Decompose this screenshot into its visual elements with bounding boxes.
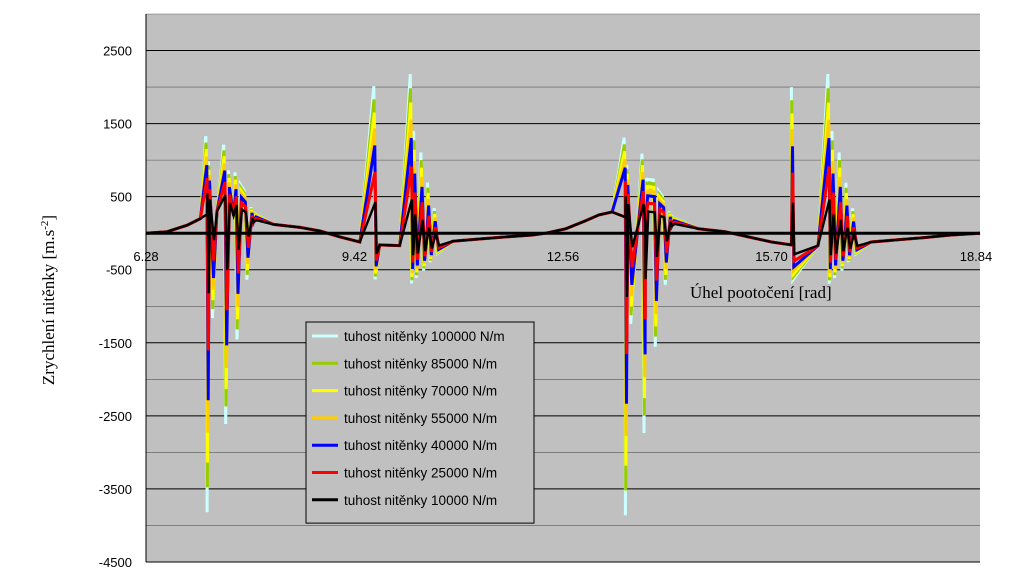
y-tick-labels: 2500 1500 500 -500 -1500 -2500 -3500 -4500 [99,44,132,570]
legend-label: tuhost nitěnky 10000 N/m [344,493,497,508]
y-tick-label: 2500 [103,44,132,59]
y-tick-label: -500 [106,263,132,278]
y-axis-title: Zrychlení nitěnky [m.s-2] [39,215,58,385]
legend-entry: tuhost nitěnky 85000 N/m [312,356,497,371]
legend-label: tuhost nitěnky 70000 N/m [344,384,497,399]
grid-lines [146,13,980,563]
y-axis-title-main: Zrychlení nitěnky [m.s [39,230,58,385]
legend-label: tuhost nitěnky 55000 N/m [344,411,497,426]
y-axis-title-superscript: -2 [39,221,51,230]
y-axis-title-end: ] [39,215,58,221]
legend-box [305,321,535,524]
y-tick-label: 1500 [103,117,132,132]
legend: tuhost nitěnky 100000 N/m tuhost nitěnky … [305,321,535,524]
y-tick-label: -1500 [99,336,132,351]
legend-entry: tuhost nitěnky 100000 N/m [312,329,505,344]
x-tick-label: 9.42 [342,249,367,264]
x-tick-label: 12.56 [547,249,580,264]
plot-area [146,14,980,562]
legend-label: tuhost nitěnky 100000 N/m [344,329,505,344]
x-axis-title: Úhel pootočení [rad] [690,283,832,302]
legend-label: tuhost nitěnky 85000 N/m [344,356,497,371]
x-tick-label: 15.70 [755,249,788,264]
legend-entry: tuhost nitěnky 55000 N/m [312,411,497,426]
y-tick-label: 500 [110,190,132,205]
legend-label: tuhost nitěnky 40000 N/m [344,438,497,453]
x-tick-labels: 6.28 9.42 12.56 15.70 18.84 [133,249,992,264]
legend-entry: tuhost nitěnky 25000 N/m [312,466,497,481]
y-tick-label: -4500 [99,555,132,570]
legend-entry: tuhost nitěnky 10000 N/m [312,493,497,508]
x-tick-label: 6.28 [133,249,158,264]
legend-label: tuhost nitěnky 25000 N/m [344,466,497,481]
x-tick-label: 18.84 [960,249,993,264]
legend-entry: tuhost nitěnky 70000 N/m [312,384,497,399]
y-tick-label: -2500 [99,409,132,424]
y-tick-label: -3500 [99,482,132,497]
legend-entry: tuhost nitěnky 40000 N/m [312,438,497,453]
